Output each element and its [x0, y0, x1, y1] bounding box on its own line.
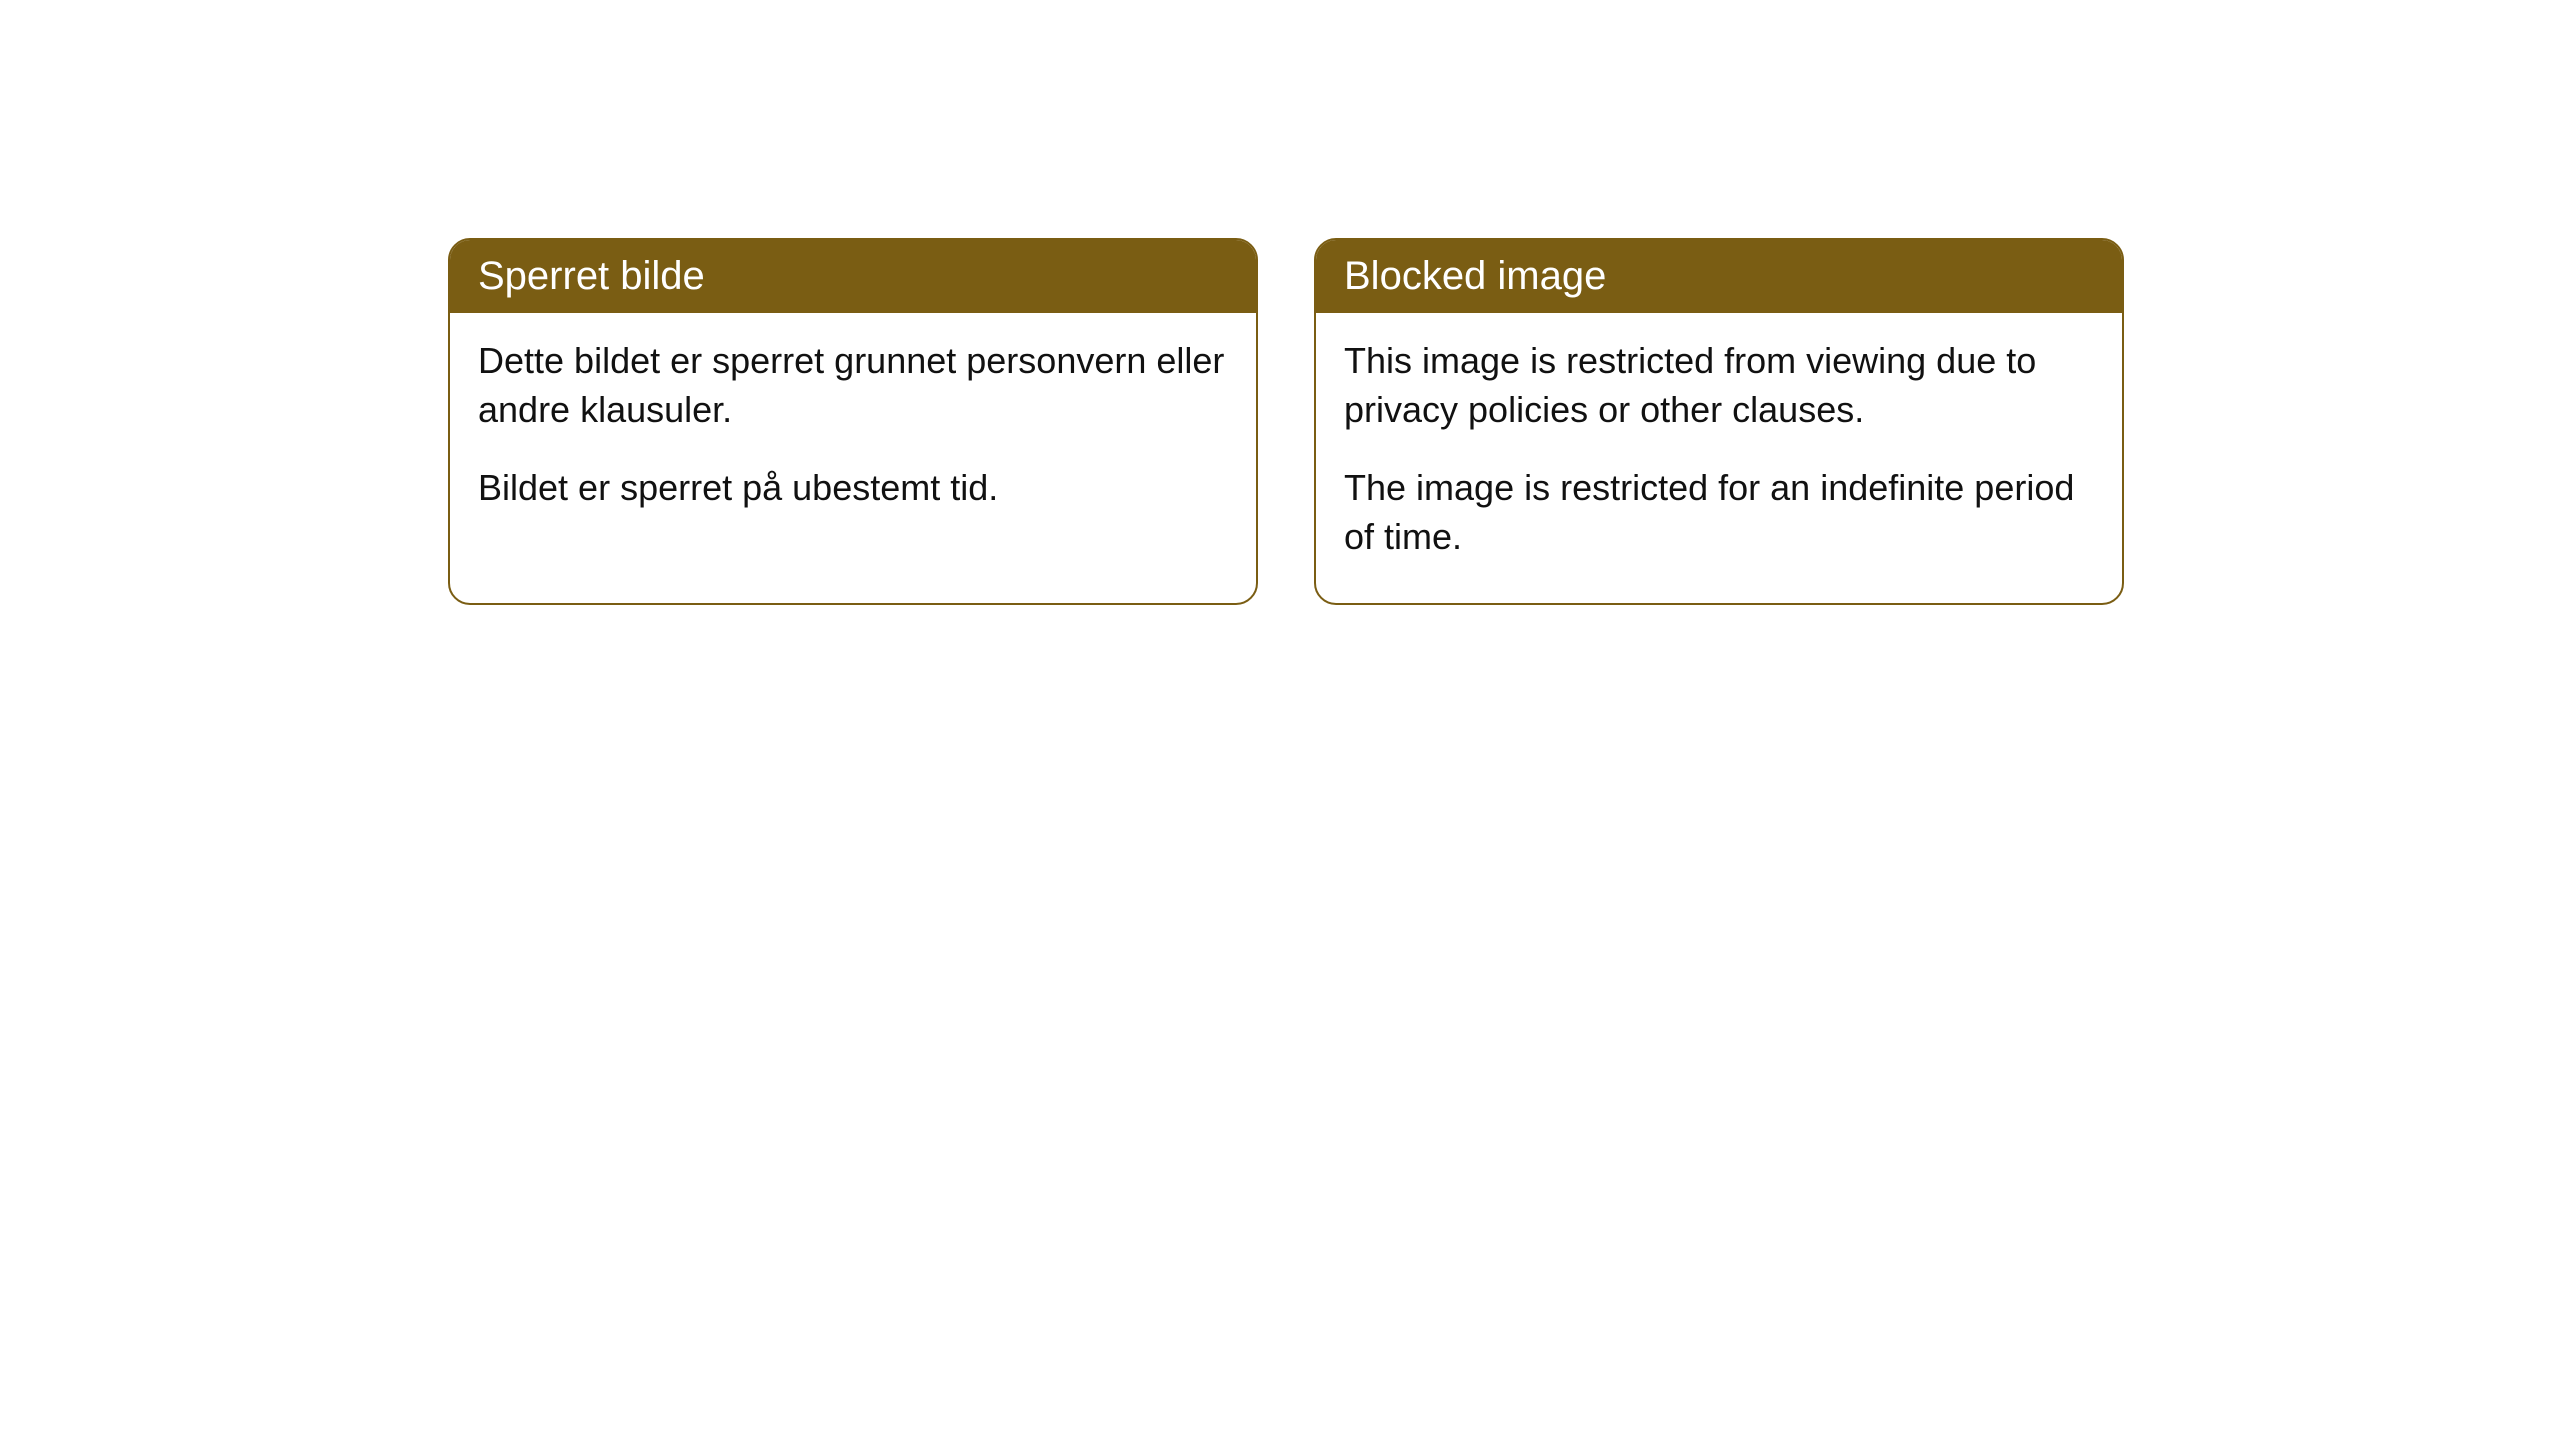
notice-paragraph-2: Bildet er sperret på ubestemt tid.	[478, 464, 1228, 513]
notice-paragraph-2: The image is restricted for an indefinit…	[1344, 464, 2094, 561]
card-body: This image is restricted from viewing du…	[1316, 313, 2122, 603]
notice-paragraph-1: This image is restricted from viewing du…	[1344, 337, 2094, 434]
card-header: Sperret bilde	[450, 240, 1256, 313]
card-body: Dette bildet er sperret grunnet personve…	[450, 313, 1256, 555]
card-header: Blocked image	[1316, 240, 2122, 313]
notice-card-norwegian: Sperret bilde Dette bildet er sperret gr…	[448, 238, 1258, 605]
notice-paragraph-1: Dette bildet er sperret grunnet personve…	[478, 337, 1228, 434]
notice-card-english: Blocked image This image is restricted f…	[1314, 238, 2124, 605]
cards-container: Sperret bilde Dette bildet er sperret gr…	[448, 238, 2124, 605]
